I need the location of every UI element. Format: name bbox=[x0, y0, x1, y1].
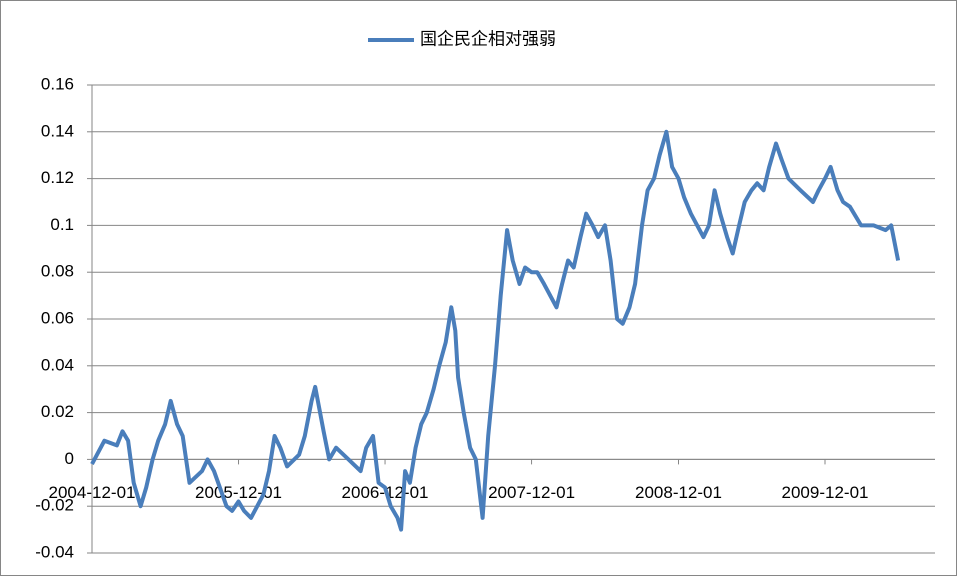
legend-label: 国企民企相对强弱 bbox=[420, 29, 556, 48]
x-tick-label: 2009-12-01 bbox=[782, 483, 869, 502]
y-tick-label: 0.02 bbox=[41, 402, 74, 421]
y-tick-label: 0.16 bbox=[41, 74, 74, 93]
y-tick-label: 0.1 bbox=[50, 215, 74, 234]
x-tick-label: 2004-12-01 bbox=[49, 483, 136, 502]
x-tick-label: 2005-12-01 bbox=[195, 483, 282, 502]
y-tick-label: 0.04 bbox=[41, 355, 74, 374]
x-tick-label: 2007-12-01 bbox=[488, 483, 575, 502]
x-tick-label: 2008-12-01 bbox=[635, 483, 722, 502]
y-tick-label: -0.02 bbox=[35, 496, 74, 515]
y-tick-label: -0.04 bbox=[35, 542, 74, 561]
data-line bbox=[90, 129, 901, 532]
y-tick-label: 0.06 bbox=[41, 308, 74, 327]
y-tick-label: 0.08 bbox=[41, 262, 74, 281]
y-tick-label: 0.14 bbox=[41, 121, 74, 140]
y-tick-label: 0.12 bbox=[41, 168, 74, 187]
y-tick-label: 0 bbox=[65, 449, 74, 468]
